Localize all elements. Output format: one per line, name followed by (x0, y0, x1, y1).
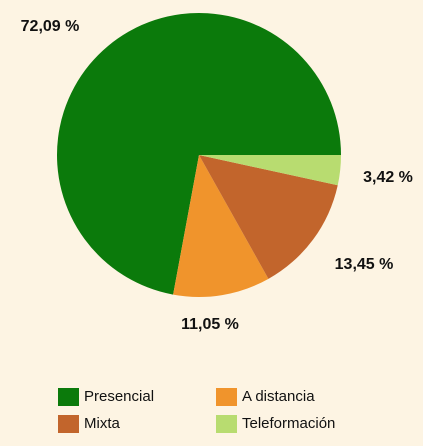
data-label: 13,45 % (335, 256, 394, 273)
data-label: 72,09 % (21, 18, 80, 35)
legend-swatch (58, 415, 79, 433)
pie-slice (199, 155, 341, 186)
pie-slice (173, 155, 269, 297)
data-label: 11,05 % (181, 316, 239, 333)
pie-slice (199, 155, 338, 279)
data-label: 3,42 % (363, 169, 413, 186)
legend-swatch (58, 388, 79, 406)
legend-swatch (216, 388, 237, 406)
legend-label: Mixta (84, 415, 120, 432)
legend-label: Teleformación (242, 415, 335, 432)
pie-slice (56, 12, 341, 295)
legend-swatch (216, 415, 237, 433)
legend-label: A distancia (242, 388, 315, 405)
legend-label: Presencial (84, 388, 154, 405)
